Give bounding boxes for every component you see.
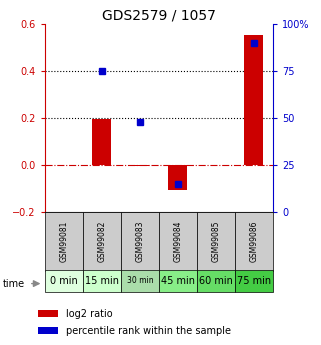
Text: 0 min: 0 min <box>50 276 78 286</box>
Bar <box>159 270 197 292</box>
Text: log2 ratio: log2 ratio <box>66 309 113 319</box>
Title: GDS2579 / 1057: GDS2579 / 1057 <box>102 9 216 23</box>
Bar <box>121 270 159 292</box>
Text: 15 min: 15 min <box>85 276 119 286</box>
Text: 30 min: 30 min <box>126 276 153 285</box>
Text: 75 min: 75 min <box>237 276 271 286</box>
Text: GSM99084: GSM99084 <box>173 221 182 262</box>
Text: GSM99085: GSM99085 <box>211 221 221 262</box>
Bar <box>45 212 83 271</box>
Text: GSM99082: GSM99082 <box>97 221 107 262</box>
Bar <box>130 165 149 166</box>
Text: GSM99083: GSM99083 <box>135 221 144 262</box>
Bar <box>169 165 187 190</box>
Text: GSM99081: GSM99081 <box>59 221 68 262</box>
Bar <box>121 212 159 271</box>
Text: 60 min: 60 min <box>199 276 233 286</box>
Bar <box>38 310 57 317</box>
Bar <box>235 212 273 271</box>
Bar <box>197 270 235 292</box>
Bar <box>159 212 197 271</box>
Bar <box>83 212 121 271</box>
Text: time: time <box>3 279 25 288</box>
Bar <box>197 212 235 271</box>
Text: GSM99086: GSM99086 <box>249 221 258 262</box>
Text: percentile rank within the sample: percentile rank within the sample <box>66 326 231 336</box>
Bar <box>45 270 83 292</box>
Bar <box>92 119 111 165</box>
Text: 45 min: 45 min <box>161 276 195 286</box>
Bar <box>244 35 263 165</box>
Bar <box>38 327 57 334</box>
Bar <box>235 270 273 292</box>
Bar <box>83 270 121 292</box>
